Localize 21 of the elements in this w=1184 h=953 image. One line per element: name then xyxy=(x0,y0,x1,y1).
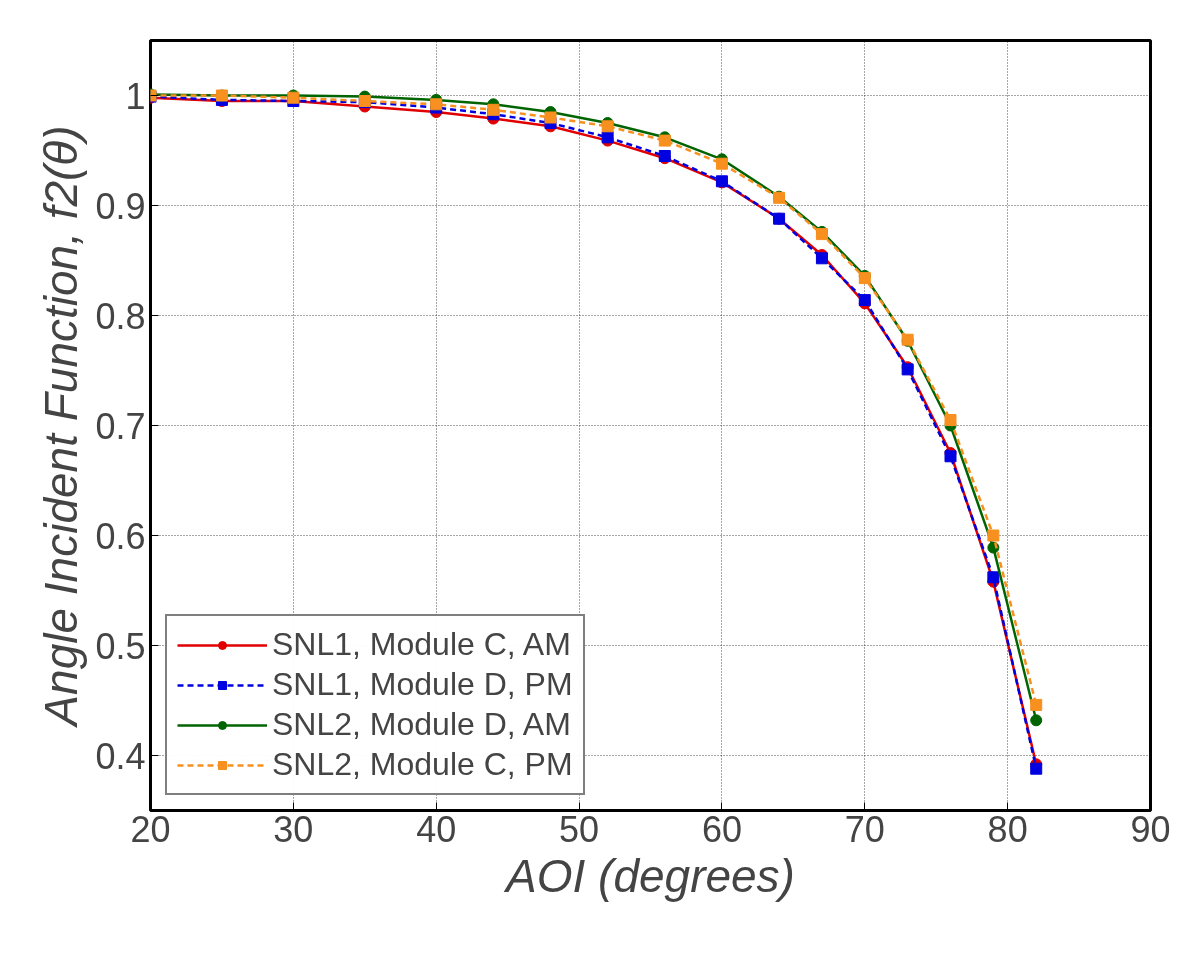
y-tick-label: 0.8 xyxy=(95,295,146,337)
legend-label: SNL1, Module D, PM xyxy=(272,666,573,703)
y-tick-label: 0.5 xyxy=(95,625,146,667)
x-tick-label: 80 xyxy=(987,808,1028,850)
x-tick-label: 50 xyxy=(559,808,600,850)
y-tick-label: 0.7 xyxy=(95,405,146,447)
legend-label: SNL2, Module D, AM xyxy=(272,706,571,743)
y-tick-label: 0.6 xyxy=(95,515,146,557)
legend-label: SNL1, Module C, AM xyxy=(272,626,571,663)
y-tick-label: 0.9 xyxy=(95,185,146,227)
x-tick-label: 20 xyxy=(130,808,171,850)
x-tick-label: 30 xyxy=(273,808,314,850)
y-axis-title: Angle Incident Function, f2(θ) xyxy=(35,125,88,729)
x-tick-label: 90 xyxy=(1130,808,1171,850)
y-tick-label: 0.4 xyxy=(95,735,146,777)
y-tick-label: 1 xyxy=(125,75,146,117)
legend-label: SNL2, Module C, PM xyxy=(272,746,573,783)
x-tick-label: 40 xyxy=(416,808,457,850)
x-tick-label: 70 xyxy=(844,808,885,850)
x-tick-label: 60 xyxy=(701,808,742,850)
x-axis-title: AOI (degrees) xyxy=(503,849,795,902)
